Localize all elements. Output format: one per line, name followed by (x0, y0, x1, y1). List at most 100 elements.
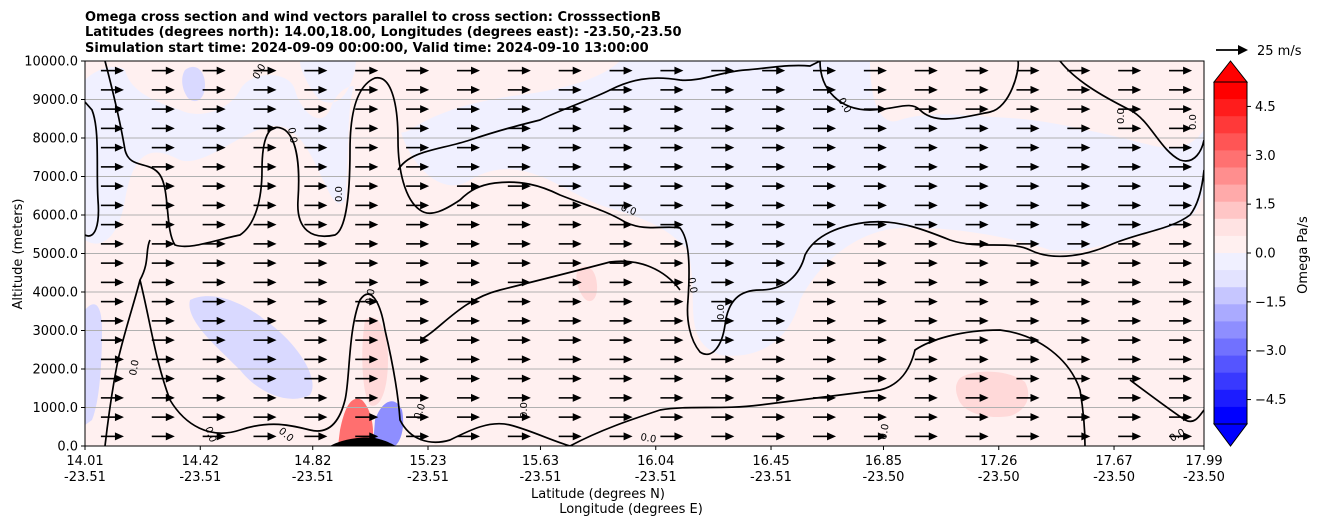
y-tick-label-0: 0.0 (57, 440, 78, 455)
wind-vector-66 (100, 374, 124, 383)
wind-vector-157 (253, 297, 277, 306)
wind-vector-11 (660, 432, 684, 441)
wind-vector-132 (100, 316, 124, 325)
wind-vector-299 (762, 182, 786, 191)
wind-vector-191 (863, 278, 887, 287)
wind-vector-425 (456, 66, 480, 75)
wind-vector-150 (1016, 316, 1040, 325)
wind-vector-149 (965, 316, 989, 325)
wind-vector-43 (1169, 413, 1193, 422)
wind-vector-89 (151, 355, 175, 364)
wind-vector-62 (1016, 393, 1040, 402)
wind-vector-6 (406, 432, 430, 441)
wind-vector-431 (762, 66, 786, 75)
omega-field-negative-patch-upper-left (182, 66, 205, 102)
wind-vector-97 (558, 355, 582, 364)
wind-vector-257 (863, 220, 887, 229)
wind-vector-285 (1169, 201, 1193, 210)
wind-vector-458 (1016, 47, 1039, 55)
wind-vector-130 (1118, 336, 1142, 345)
wind-vector-41 (1067, 413, 1091, 422)
wind-vector-221 (151, 239, 175, 248)
wind-vector-347 (965, 143, 989, 152)
wind-vector-206 (507, 259, 531, 268)
wind-vector-296 (609, 182, 633, 191)
wind-vector-133 (151, 316, 175, 325)
wind-vector-196 (1118, 278, 1142, 287)
wind-vector-378 (304, 105, 328, 114)
wind-vector-74 (507, 374, 531, 383)
wind-vector-147 (863, 316, 887, 325)
quiver-key: 25 m/s (1216, 44, 1302, 59)
wind-vector-77 (660, 374, 684, 383)
wind-vector-60 (914, 393, 938, 402)
chart-title-line-1: Omega cross section and wind vectors par… (85, 10, 661, 25)
wind-vector-393 (1067, 105, 1091, 114)
wind-vector-27 (355, 413, 379, 422)
wind-vector-332 (202, 143, 226, 152)
wind-vector-268 (304, 201, 328, 210)
wind-vector-404 (507, 85, 531, 94)
wind-vector-283 (1067, 201, 1091, 210)
wind-vector-319 (660, 162, 684, 171)
y-axis-label: Altitude (meters) (11, 199, 26, 310)
wind-vector-15 (863, 432, 887, 441)
wind-vector-127 (965, 336, 989, 345)
zero-contour-upper-far-right (1059, 61, 1204, 162)
chart-title-line-3: Simulation start time: 2024-09-09 00:00:… (85, 41, 649, 56)
wind-vector-317 (558, 162, 582, 171)
y-axis: 0.0 1000.0 2000.0 3000.0 4000.0 5000.0 6000.0 7… (24, 55, 85, 455)
wind-vector-179 (253, 278, 277, 287)
contour-label-9: 0.0 (685, 277, 699, 295)
wind-vector-408 (711, 85, 735, 94)
wind-vector-40 (1016, 413, 1040, 422)
wind-vector-204 (406, 259, 430, 268)
y-tick-label-2: 2000.0 (33, 363, 79, 378)
wind-vector-258 (914, 220, 938, 229)
plot-area: 0.0 0.0 0.0 0.0 0.0 0.0 0.0 0.0 0.0 0.0 … (85, 47, 1204, 446)
x-tick-label-lon-1: -23.51 (179, 470, 221, 485)
wind-vector-385 (660, 105, 684, 114)
wind-vector-187 (660, 278, 684, 287)
wind-vector-211 (762, 259, 786, 268)
wind-vector-232 (711, 239, 735, 248)
wind-vector-370 (1016, 124, 1040, 133)
wind-vector-87 (1169, 374, 1193, 383)
wind-vector-272 (507, 201, 531, 210)
y-tick-label-3: 3000.0 (33, 324, 79, 339)
wind-vector-270 (406, 201, 430, 210)
wind-vector-374 (100, 105, 124, 114)
wind-vector-271 (456, 201, 480, 210)
wind-vector-230 (609, 239, 633, 248)
wind-vector-295 (558, 182, 582, 191)
omega-field-strong-negative-core (373, 401, 404, 446)
wind-vector-301 (863, 182, 887, 191)
wind-vector-381 (456, 105, 480, 114)
wind-vector-67 (151, 374, 175, 383)
wind-vector-80 (813, 374, 837, 383)
wind-vector-363 (660, 124, 684, 133)
wind-vector-298 (711, 182, 735, 191)
wind-vector-372 (1118, 124, 1142, 133)
wind-vector-255 (762, 220, 786, 229)
wind-vector-93 (355, 355, 379, 364)
wind-vector-343 (762, 143, 786, 152)
x-tick-label-lat-7: 16.85 (865, 454, 902, 469)
zero-contour-surface-left (104, 239, 151, 446)
wind-vector-292 (406, 182, 430, 191)
contour-label-2: 0.0 (285, 127, 299, 145)
wind-vector-373 (1169, 124, 1193, 133)
wind-vector-26 (304, 413, 328, 422)
contour-label-3: 0.0 (334, 186, 345, 202)
wind-vector-54 (609, 393, 633, 402)
wind-vector-362 (609, 124, 633, 133)
wind-vector-98 (609, 355, 633, 364)
wind-vector-83 (965, 374, 989, 383)
wind-vector-104 (914, 355, 938, 364)
wind-vector-364 (711, 124, 735, 133)
wind-vector-58 (813, 393, 837, 402)
wind-vector-135 (253, 316, 277, 325)
wind-vector-430 (711, 66, 735, 75)
wind-vector-263 (1169, 220, 1193, 229)
wind-vector-289 (253, 182, 277, 191)
